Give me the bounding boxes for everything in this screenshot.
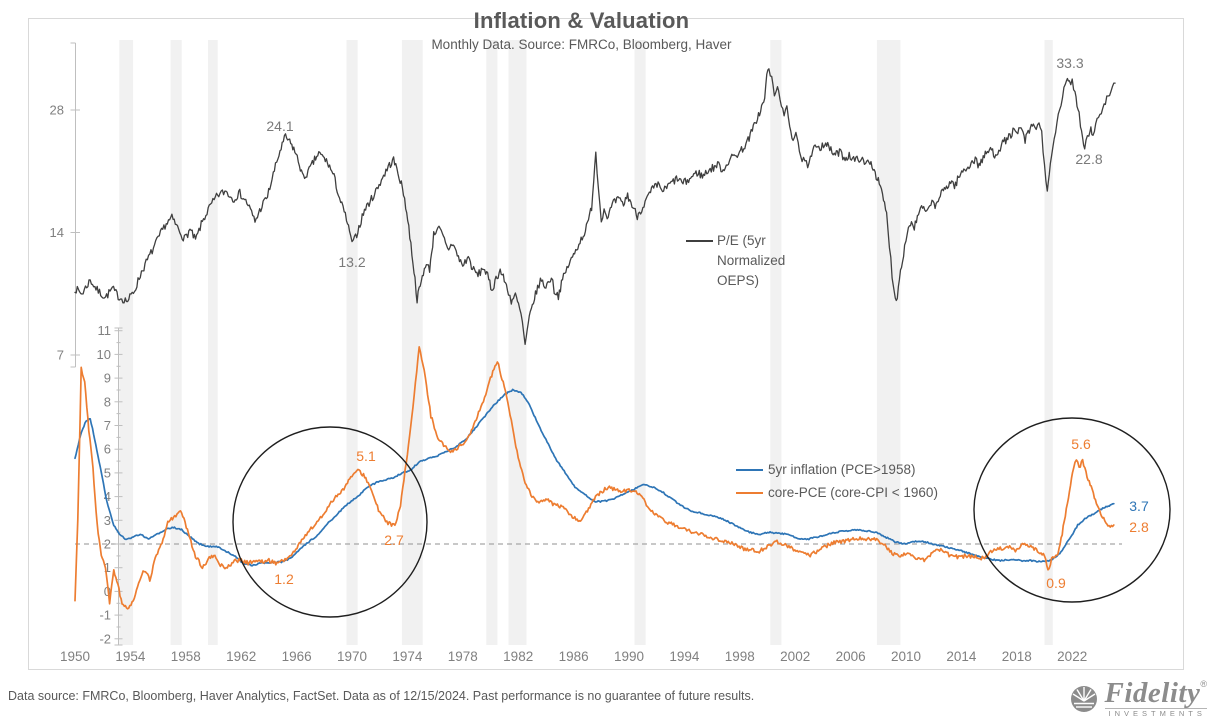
x-axis-label: 1962 bbox=[226, 649, 256, 664]
annotation-24.1: 24.1 bbox=[266, 118, 294, 134]
x-axis-label: 1958 bbox=[171, 649, 201, 664]
x-axis-label: 2002 bbox=[780, 649, 810, 664]
fidelity-investments-label: INVESTMENTS bbox=[1104, 708, 1207, 718]
x-axis-label: 1950 bbox=[60, 649, 90, 664]
recession-band bbox=[1044, 40, 1053, 645]
inflation-axis-label: 0 bbox=[104, 584, 111, 599]
inflation-axis-label: 10 bbox=[97, 347, 111, 362]
recession-band bbox=[634, 40, 646, 645]
inflation-axis-label: -1 bbox=[99, 608, 111, 623]
annotation-2.7: 2.7 bbox=[384, 532, 404, 548]
series-line-5yr-inflation bbox=[74, 388, 1115, 567]
fidelity-wordmark: Fidelity bbox=[1104, 677, 1201, 709]
chart-subtitle: Monthly Data. Source: FMRCo, Bloomberg, … bbox=[431, 37, 732, 52]
recession-band bbox=[486, 40, 498, 645]
pe-axis-label: 14 bbox=[50, 225, 64, 240]
x-axis-label: 1998 bbox=[725, 649, 755, 664]
legend-pe-label: P/E (5yr Normalized OEPS) bbox=[717, 233, 786, 288]
x-axis-label: 1986 bbox=[559, 649, 589, 664]
chart-title: Inflation & Valuation bbox=[473, 8, 690, 33]
x-axis-label: 1966 bbox=[282, 649, 312, 664]
legend-core-pce-label: core-PCE (core-CPI < 1960) bbox=[768, 485, 938, 500]
x-axis-label: 2014 bbox=[946, 649, 977, 664]
series-line-core-pce bbox=[74, 346, 1115, 610]
annotation-13.2: 13.2 bbox=[338, 254, 366, 270]
x-axis-label: 2022 bbox=[1057, 649, 1087, 664]
inflation-axis-label: 5 bbox=[104, 465, 111, 480]
inflation-axis-label: 2 bbox=[104, 537, 111, 552]
legend-pe: P/E (5yr Normalized OEPS) bbox=[686, 231, 821, 291]
annotation-5.1: 5.1 bbox=[356, 448, 376, 464]
highlight-circle-right bbox=[973, 417, 1171, 603]
recession-band bbox=[119, 40, 134, 645]
inflation-axis-label: 3 bbox=[104, 513, 111, 528]
annotation-33.3: 33.3 bbox=[1056, 55, 1084, 71]
series-line-pe bbox=[74, 68, 1116, 346]
recession-band bbox=[401, 40, 423, 645]
inflation-axis-label: 7 bbox=[104, 418, 111, 433]
x-axis-label: 1974 bbox=[392, 649, 423, 664]
inflation-axis-label: 9 bbox=[104, 371, 111, 386]
fidelity-logo: Fidelity® INVESTMENTS bbox=[1068, 679, 1207, 718]
annotation-2.8: 2.8 bbox=[1129, 519, 1149, 535]
recession-band bbox=[876, 40, 901, 645]
recession-band bbox=[346, 40, 358, 645]
x-axis-label: 1970 bbox=[337, 649, 367, 664]
x-axis-label: 2006 bbox=[836, 649, 866, 664]
pe-axis-label: 7 bbox=[57, 348, 64, 363]
footer-disclaimer: Data source: FMRCo, Bloomberg, Haver Ana… bbox=[8, 689, 755, 703]
inflation-axis-label: 11 bbox=[98, 323, 112, 338]
highlight-circle-left bbox=[232, 426, 428, 618]
inflation-axis-label: -2 bbox=[99, 631, 111, 646]
inflation-axis-label: 4 bbox=[104, 489, 111, 504]
inflation-axis-label: 8 bbox=[104, 394, 111, 409]
recession-band bbox=[508, 40, 527, 645]
fidelity-pyramid-icon bbox=[1070, 685, 1097, 712]
x-axis-label: 2018 bbox=[1002, 649, 1032, 664]
plot-frame bbox=[28, 18, 1184, 670]
pe-line-swatch bbox=[686, 240, 713, 242]
x-axis-label: 1978 bbox=[448, 649, 478, 664]
annotation-22.8: 22.8 bbox=[1075, 151, 1103, 167]
core-pce-line-swatch bbox=[736, 491, 763, 494]
recession-band bbox=[208, 40, 218, 645]
annotation-5.6: 5.6 bbox=[1071, 436, 1091, 452]
registered-mark: ® bbox=[1200, 679, 1207, 689]
inflation-axis-label: 1 bbox=[104, 560, 111, 575]
annotation-0.9: 0.9 bbox=[1046, 575, 1066, 591]
x-axis-label: 2010 bbox=[891, 649, 921, 664]
pe-axis-label: 28 bbox=[50, 103, 64, 118]
x-axis-label: 1990 bbox=[614, 649, 644, 664]
legend-core-pce: core-PCE (core-CPI < 1960) bbox=[736, 485, 938, 500]
x-axis-label: 1982 bbox=[503, 649, 533, 664]
legend-5yr-inflation: 5yr inflation (PCE>1958) bbox=[736, 462, 915, 477]
legend-5yr-inflation-label: 5yr inflation (PCE>1958) bbox=[768, 462, 916, 477]
x-axis-label: 1954 bbox=[115, 649, 146, 664]
inflation-line-swatch bbox=[736, 468, 763, 471]
recession-band bbox=[170, 40, 182, 645]
recession-band bbox=[770, 40, 782, 645]
x-axis-label: 1994 bbox=[669, 649, 700, 664]
inflation-axis-label: 6 bbox=[104, 442, 111, 457]
annotation-3.7: 3.7 bbox=[1129, 498, 1149, 514]
annotation-1.2: 1.2 bbox=[274, 571, 294, 587]
